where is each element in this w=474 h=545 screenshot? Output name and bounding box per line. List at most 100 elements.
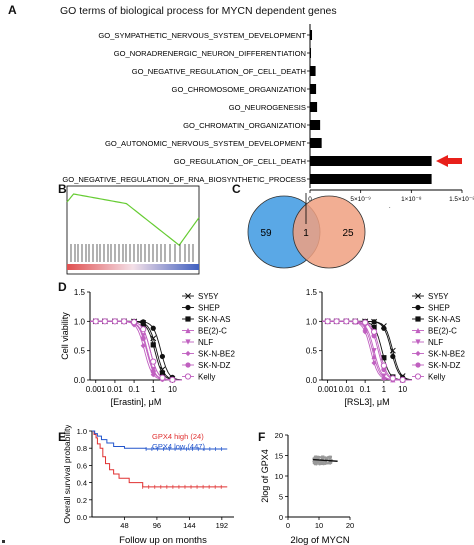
y-tick-label: 1.5 — [306, 288, 318, 297]
y-axis-label: Overall survival probability — [62, 425, 72, 524]
x-tick-label: 1×10⁻⁸ — [401, 196, 422, 203]
km-survival-plot: 0.0 0.2 0.4 0.6 0.8 1.0 48 96 144 192 Follow up on… — [62, 425, 234, 545]
data-point — [159, 374, 166, 381]
x-tick-label: 0.01 — [339, 385, 355, 394]
rsl3-dose-response: 0.0 0.5 1.0 1.5 0.001 0.01 0.1 1 10 [RSL3], μM SY5… — [306, 288, 466, 407]
y-axis-label: Cell viability — [60, 312, 70, 360]
data-point — [414, 373, 422, 380]
data-point — [111, 318, 119, 325]
x-tick-label: 1.5×10⁻⁸ — [449, 196, 474, 203]
data-point — [415, 293, 421, 299]
dose-curve — [89, 320, 183, 381]
data-point — [415, 304, 421, 311]
data-point — [130, 319, 138, 326]
data-point — [415, 316, 421, 322]
data-point — [184, 373, 192, 380]
data-point — [185, 293, 191, 299]
legend-label: BE(2)-C — [428, 327, 457, 336]
x-tick-label: 20 — [346, 521, 354, 530]
scatter-point — [313, 461, 317, 465]
y-tick-label: 0 — [279, 513, 283, 522]
category-label: GO_NEGATIVE_REGULATION_OF_CELL_DEATH — [132, 67, 306, 76]
legend-label: NLF — [198, 338, 213, 347]
venn-right-circle — [292, 195, 366, 269]
x-tick-label: 0 — [308, 196, 312, 203]
y-tick-label: 15 — [275, 452, 283, 461]
category-label: GO_CHROMOSOME_ORGANIZATION — [172, 85, 306, 94]
y-tick-label: 10 — [275, 472, 283, 481]
y-tick-label: 0.0 — [306, 376, 318, 385]
legend-label: SY5Y — [428, 292, 449, 301]
legend-label: SY5Y — [198, 292, 219, 301]
panel-a-title: GO terms of biological process for MYCN … — [60, 5, 337, 17]
data-point — [159, 370, 165, 376]
x-tick-label: 1 — [382, 385, 387, 394]
venn-intersection-count: 1 — [303, 228, 309, 239]
survival-curve — [92, 430, 228, 488]
bar — [310, 102, 318, 112]
dose-curve — [89, 320, 183, 381]
scatter-point — [315, 460, 319, 464]
scatter-point — [328, 462, 332, 465]
data-point — [371, 360, 377, 366]
data-point — [333, 318, 340, 325]
legend-label: SK-N-DZ — [198, 361, 231, 370]
data-point — [381, 325, 387, 331]
data-point — [362, 329, 368, 335]
scatter-point — [312, 460, 316, 463]
data-point — [370, 328, 378, 335]
panel-f-letter: F — [258, 430, 266, 444]
y-tick-label: 1.0 — [74, 317, 86, 326]
data-point — [185, 339, 191, 345]
y-tick-label: 0.8 — [77, 444, 87, 453]
data-point — [371, 324, 377, 331]
gsea-frame — [66, 185, 200, 275]
dose-curve — [89, 320, 183, 381]
legend-label: SK-N-BE2 — [428, 350, 465, 359]
dose-curve — [90, 320, 183, 381]
x-tick-label: 0.001 — [318, 385, 339, 394]
data-point — [399, 376, 406, 383]
category-label: GO_NORADRENERGIC_NEURON_DIFFERENTIATION — [114, 49, 306, 58]
data-point — [324, 318, 331, 325]
scatter-point — [324, 456, 327, 460]
x-tick-label: 192 — [216, 521, 229, 530]
x-tick-label: 10 — [168, 385, 177, 394]
regression-line — [312, 458, 338, 462]
y-tick-label: 0.4 — [77, 479, 87, 488]
panel-a-letter: A — [8, 3, 17, 17]
legend-label: GPX4 low (447) — [152, 442, 205, 451]
highlight-arrow-icon — [436, 155, 462, 167]
bar — [310, 30, 313, 40]
data-point — [415, 362, 421, 368]
scatter-point — [320, 455, 324, 458]
data-point — [169, 376, 176, 383]
data-point — [415, 350, 421, 357]
data-point — [371, 319, 377, 325]
data-point — [185, 362, 191, 368]
category-label: GO_REGULATION_OF_CELL_DEATH — [174, 157, 306, 166]
scatter-point — [324, 461, 328, 465]
ranking-gradient — [67, 264, 199, 270]
legend-label: SK-N-AS — [198, 315, 230, 324]
scatter-point — [319, 462, 322, 466]
gpx4-mycn-scatter: 0 5 10 15 20 0 10 20 2log of MYCN 2log of GPX4 — [260, 431, 354, 545]
dose-curve — [89, 320, 183, 381]
data-point — [380, 362, 387, 369]
legend-label: SK-N-DZ — [428, 361, 461, 370]
data-point — [120, 318, 128, 325]
x-tick-label: 96 — [153, 521, 161, 530]
x-tick-label: 0 — [286, 521, 290, 530]
x-tick-label: 10 — [315, 521, 323, 530]
panel-e-letter: E — [58, 430, 67, 444]
y-tick-label: 0.2 — [77, 496, 87, 505]
x-tick-label: 10 — [398, 385, 407, 394]
data-point — [150, 325, 156, 331]
scatter-point — [326, 456, 329, 460]
data-point — [150, 342, 156, 348]
stray-mark — [2, 540, 5, 543]
y-tick-label: 20 — [275, 431, 283, 440]
data-point — [415, 327, 421, 334]
legend-label: Kelly — [198, 373, 215, 382]
